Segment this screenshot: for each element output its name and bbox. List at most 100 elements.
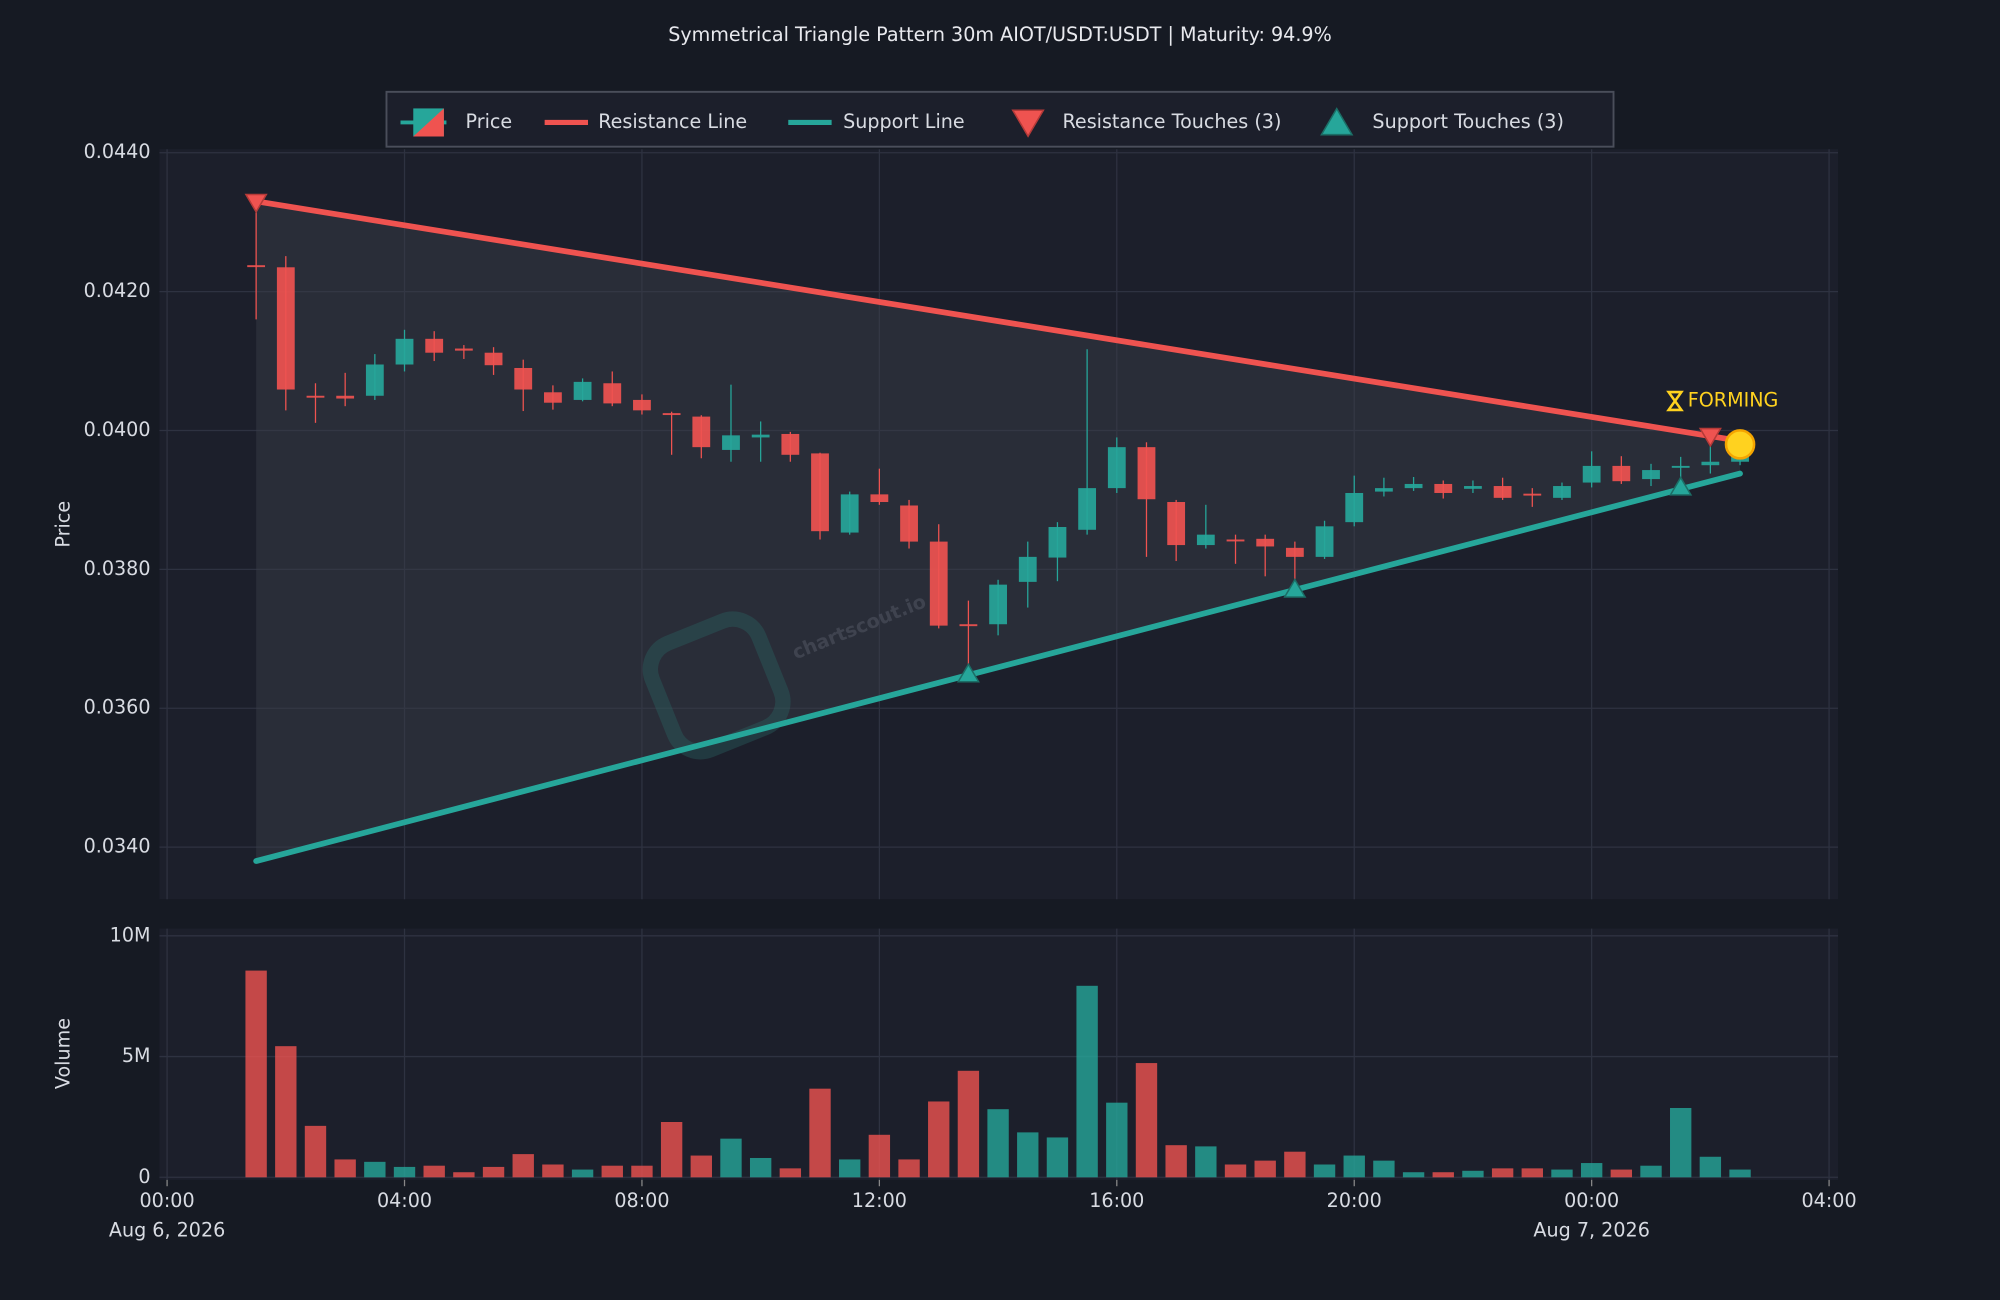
volume-bar [1491, 1168, 1514, 1178]
candle-body [306, 395, 325, 398]
candle-body [336, 395, 355, 399]
candle-body [870, 494, 889, 503]
candle-body [989, 584, 1007, 625]
x-tick-label: 12:00 [852, 1189, 907, 1212]
volume-bar [690, 1155, 712, 1178]
candle-body [692, 416, 711, 448]
candle-body [1048, 527, 1067, 558]
candle-body [1345, 492, 1364, 523]
x-tick-label: 20:00 [1327, 1189, 1382, 1212]
volume-bar [1373, 1160, 1395, 1178]
volume-bar [1551, 1169, 1573, 1178]
candle-body [1315, 526, 1334, 557]
volume-axis-label: Volume [51, 1018, 74, 1089]
x-tick-label: 04:00 [377, 1189, 432, 1212]
candle-body [395, 338, 414, 365]
volume-bar [1432, 1172, 1454, 1178]
candle-body [722, 435, 740, 450]
candle-body [751, 434, 770, 438]
candle-body [1553, 486, 1571, 498]
volume-bar [601, 1165, 623, 1178]
candle-body [1493, 486, 1512, 498]
y-tick-label: 0.0380 [84, 557, 151, 580]
volume-bar [1343, 1155, 1365, 1178]
x-tick-label: 16:00 [1089, 1189, 1144, 1212]
legend-swatch [413, 108, 444, 137]
volume-bar [1402, 1172, 1425, 1178]
volume-bar [1610, 1169, 1633, 1178]
x-tick-label: 00:00 [1564, 1189, 1619, 1212]
volume-tick-label: 5M [122, 1044, 151, 1067]
candle-body [662, 413, 681, 416]
volume-bar [1076, 985, 1098, 1178]
volume-bar [1699, 1156, 1722, 1178]
volume-bar [1135, 1063, 1158, 1178]
x-date-label: Aug 6, 2026 [109, 1218, 225, 1241]
legend-label: Support Line [843, 110, 965, 133]
volume-bar [928, 1101, 950, 1178]
legend-label: Resistance Line [598, 110, 747, 133]
volume-tick-label: 0 [138, 1165, 150, 1188]
y-tick-label: 0.0440 [84, 140, 151, 163]
volume-bar [898, 1159, 920, 1178]
trend-line [253, 198, 1743, 444]
volume-bar [1284, 1151, 1306, 1178]
touch-marker [1698, 427, 1722, 448]
volume-bar [631, 1165, 653, 1178]
volume-bar [1521, 1168, 1543, 1178]
volume-bar [987, 1109, 1009, 1178]
volume-bar [1017, 1132, 1039, 1178]
candle-body [840, 494, 859, 533]
touch-marker [244, 193, 268, 214]
volume-bar [1313, 1164, 1336, 1178]
candle-body [1523, 493, 1542, 496]
candle-body [603, 383, 622, 404]
volume-bar [1670, 1107, 1692, 1178]
touch-marker [1283, 578, 1307, 598]
volume-bar [1046, 1137, 1069, 1178]
candle-body [484, 352, 503, 366]
volume-bar [1729, 1169, 1751, 1178]
candle-body [1701, 461, 1720, 466]
volume-bar [453, 1172, 475, 1178]
legend-label: Resistance Touches (3) [1063, 110, 1282, 133]
candle-body [959, 624, 978, 627]
candle-body [929, 541, 948, 626]
candle-body [1612, 465, 1631, 482]
candle-body [1671, 465, 1690, 468]
hourglass-icon [1666, 390, 1684, 412]
volume-bar [393, 1166, 416, 1178]
volume-bar [1195, 1146, 1217, 1178]
y-tick-label: 0.0360 [84, 696, 151, 719]
candle-body [454, 348, 473, 351]
chart-title: Symmetrical Triangle Pattern 30m AIOT/US… [668, 23, 1332, 46]
legend-marker [1320, 107, 1354, 136]
volume-bar [1462, 1170, 1484, 1178]
legend: Price Resistance Line Support Line Resistan… [385, 90, 1615, 148]
candle-body [900, 505, 918, 542]
marks: FORMING [244, 193, 1779, 1178]
volume-bar [245, 970, 267, 1178]
candle-body [1642, 470, 1660, 480]
candle-body [1137, 447, 1156, 500]
candle-body [425, 338, 444, 353]
candle-body [1226, 539, 1245, 542]
legend-box [385, 90, 1615, 148]
candle-body [1375, 488, 1393, 492]
annotation-text: FORMING [1688, 389, 1779, 412]
candle-body [811, 453, 829, 532]
candle-body [1434, 483, 1453, 493]
volume-bar [571, 1169, 594, 1178]
volume-bar [1224, 1164, 1247, 1178]
candle-body [544, 392, 562, 403]
forming-marker [1724, 429, 1756, 460]
volume-bar [1640, 1165, 1662, 1178]
candle-body [1078, 488, 1097, 530]
volume-bar [423, 1165, 445, 1178]
volume-bar [334, 1159, 356, 1178]
legend-label: Price [466, 110, 513, 133]
candle-body [276, 267, 295, 390]
x-tick-label: 08:00 [614, 1189, 669, 1212]
watermark-logo [642, 611, 791, 760]
